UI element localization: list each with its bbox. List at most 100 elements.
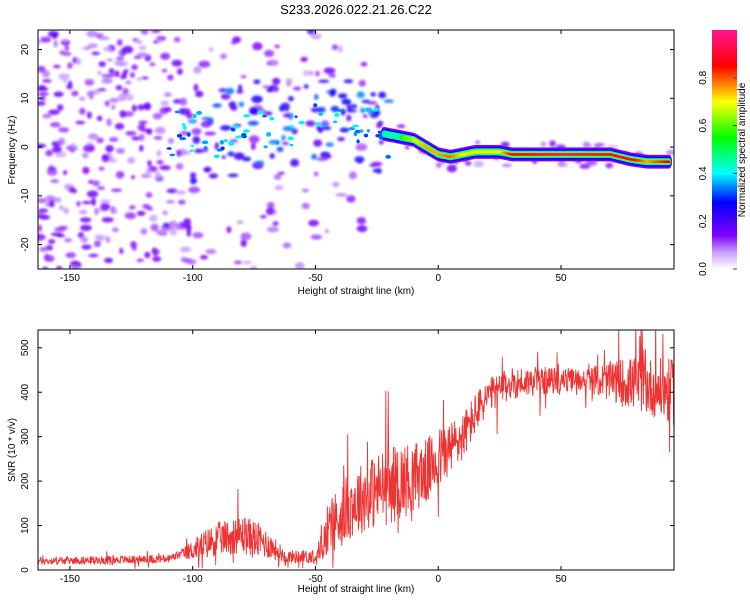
spectrogram-blob [360, 107, 366, 114]
spectrogram-blob [67, 62, 73, 69]
spectrogram-hotspot [243, 129, 250, 133]
spectrogram-blob [96, 137, 104, 144]
spectrogram-blob [221, 155, 227, 160]
spectrogram-blob [236, 90, 244, 94]
spectrogram-blob [163, 222, 170, 228]
y-tick-label: 0 [20, 567, 31, 573]
spectrogram-hotspot [269, 116, 275, 121]
spectrogram-blob [262, 85, 270, 89]
spectrogram-blob [316, 106, 326, 113]
spectrogram-blob [87, 43, 99, 48]
spectrogram-blob [189, 177, 198, 185]
spectrogram-blob [325, 142, 334, 147]
spectrogram-hotspot [353, 131, 358, 137]
spectrogram-blob [200, 254, 208, 260]
spectrogram-blob [159, 165, 171, 171]
spectrogram-blob [65, 252, 77, 259]
spectrogram-blob [48, 109, 60, 115]
spectrogram-blob [160, 100, 170, 106]
spectrogram-hotspot [189, 149, 194, 152]
colorbar-label: Normalized spectral amplitude [737, 82, 748, 217]
spectrogram-blob [150, 30, 161, 33]
spectrogram-blob [38, 208, 49, 213]
spectrogram-blob [53, 91, 64, 97]
spectrogram-hotspot [294, 115, 298, 119]
spectrogram-blob [58, 127, 70, 133]
ridge-peak [666, 160, 671, 163]
snr-frame [37, 329, 675, 571]
spectrogram-blob [98, 61, 106, 67]
spectrogram-blob [81, 152, 89, 159]
spectrogram-blob [254, 160, 265, 165]
spectrogram-hotspot [365, 107, 370, 112]
spectrogram-blob [88, 253, 99, 258]
spectrogram-blob [79, 209, 88, 215]
spectrogram-blob [155, 174, 163, 179]
x-tick-label: 0 [435, 273, 441, 284]
spectrogram-blob [192, 232, 204, 239]
spectrogram-blob [105, 145, 114, 153]
spectrogram-blob [237, 84, 243, 92]
spectrogram-blob [281, 141, 290, 145]
spectrogram-hotspot [356, 139, 360, 144]
spectrogram-blob [220, 93, 231, 100]
spectrogram-hotspot [334, 112, 340, 118]
spectrogram-blob [64, 238, 72, 243]
spectrogram-hotspot [262, 114, 267, 118]
spectrogram-blob [131, 64, 138, 71]
spectrogram-hotspot [366, 129, 370, 133]
spectrogram-blob [339, 127, 350, 133]
spectrogram-hotspot [275, 140, 279, 145]
spectrogram-blob [163, 106, 172, 113]
spectrogram-blob [145, 169, 152, 177]
spectrogram-blob [54, 227, 66, 232]
spectrogram-blob [585, 160, 598, 166]
spectrogram-blob [56, 266, 63, 269]
spectrogram-blob [371, 161, 383, 167]
spectrogram-blob [88, 93, 94, 100]
spectrogram-blob [110, 188, 123, 192]
spectrogram-blob [101, 73, 113, 79]
spectrogram-blob [225, 87, 235, 95]
spectrogram-blob [242, 261, 252, 264]
spectrogram-blob [357, 158, 363, 164]
spectrogram-blob [71, 265, 78, 269]
spectrogram-blob [39, 96, 46, 101]
spectrogram-blob [86, 30, 99, 38]
spectrogram-hotspot [192, 113, 197, 119]
spectrogram-blob [314, 94, 319, 100]
spectrogram-blob [251, 95, 263, 104]
spectrogram-blob [79, 107, 86, 115]
spectrogram-hotspot [186, 132, 191, 137]
spectrogram-y-ticks: -20 -10 0 10 20 [20, 44, 674, 252]
spectrogram-blob [346, 195, 356, 203]
spectrogram-blob [167, 138, 175, 144]
spectrogram-blob [149, 214, 158, 222]
spectrogram-blob [63, 170, 68, 176]
spectrogram-blob [316, 157, 329, 161]
spectrogram-blob [108, 68, 115, 74]
spectrogram-hotspot [289, 143, 294, 147]
spectrogram-hotspot [379, 135, 384, 140]
spectrogram-blob [136, 77, 142, 82]
spectrogram-blob [605, 162, 614, 169]
spectrogram-blob [48, 239, 56, 245]
spectrogram-blob [101, 78, 113, 84]
spectrogram-blob [149, 62, 156, 67]
spectrogram-blob [45, 255, 55, 263]
spectrogram-blob [150, 223, 159, 232]
spectrogram-blob [147, 160, 152, 167]
spectrogram-hotspot [243, 114, 251, 118]
spectrogram-hotspot [201, 140, 209, 145]
spectrogram-blob [337, 137, 345, 142]
spectrogram-blob [139, 145, 144, 152]
y-tick-label: 400 [20, 383, 31, 400]
spectrogram-blob [82, 166, 90, 175]
spectrogram-blob [118, 50, 123, 56]
spectrogram-blob [165, 200, 175, 204]
spectrogram-frame [37, 29, 675, 270]
spectrogram-blob [140, 228, 148, 235]
spectrogram-blob [68, 187, 76, 193]
colorbar: 0.0 0.2 0.4 0.6 0.8 Normalized spectral ampl… [698, 30, 748, 276]
spectrogram-blob [124, 212, 137, 220]
